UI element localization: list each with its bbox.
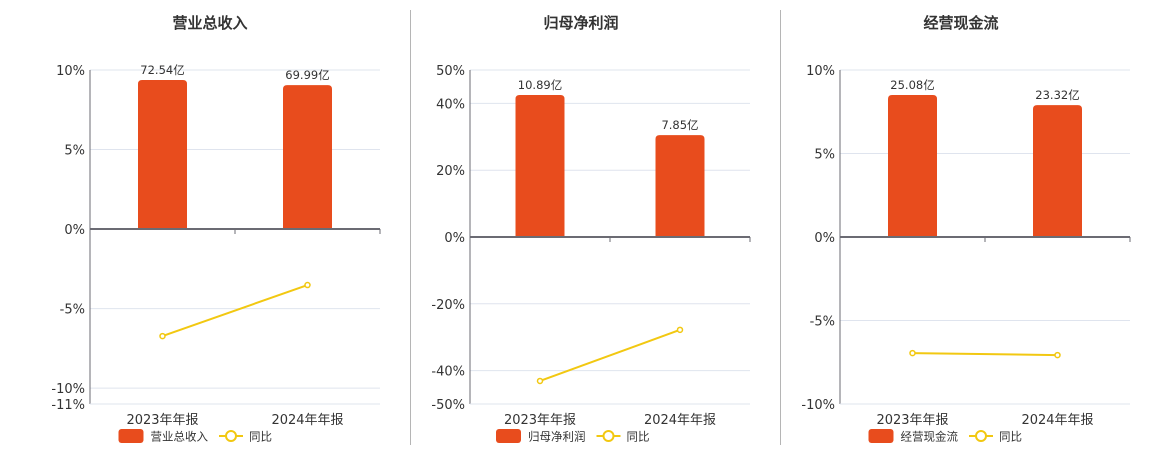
legend: 营业总收入 同比: [118, 429, 272, 444]
legend-bar-swatch[interactable]: [118, 429, 144, 443]
legend-line-marker: [975, 430, 987, 442]
y-tick-label: 40%: [436, 97, 465, 112]
y-tick-label: -20%: [431, 298, 465, 313]
chart-net-profit: 归母净利润 50% 40% 20% 0% -20% -40% -50% 10.89亿 7.85亿 2…: [431, 14, 751, 444]
panel-separator: [780, 10, 781, 445]
yoy-line: [162, 284, 308, 338]
y-tick-label: -5%: [60, 303, 85, 318]
x-category-label: 2023年年报: [504, 413, 576, 428]
yoy-point[interactable]: [909, 349, 916, 357]
y-tick-label: 0%: [814, 231, 835, 246]
legend-line-marker: [225, 430, 237, 442]
legend-line-label[interactable]: 同比: [627, 430, 650, 444]
yoy-point[interactable]: [159, 332, 166, 340]
legend-bar-label[interactable]: 归母净利润: [528, 430, 586, 444]
bar[interactable]: [515, 95, 565, 237]
yoy-point[interactable]: [676, 326, 684, 334]
y-tick-label: -11%: [51, 398, 85, 413]
chart-panel-net-profit: 归母净利润 50% 40% 20% 0% -20% -40% -50% 10.89亿 7.85亿 2…: [411, 0, 781, 450]
bar[interactable]: [888, 95, 937, 237]
legend-bar-swatch[interactable]: [496, 429, 521, 443]
y-tick-label: 0%: [64, 223, 85, 238]
chart-title: 营业总收入: [172, 14, 247, 32]
bar-value-label: 10.89亿: [518, 78, 562, 92]
chart-operating-cashflow: 经营现金流 10% 5% 0% -5% -10% 25.08亿 23.32亿 2023年年报 20…: [801, 14, 1131, 444]
yoy-point[interactable]: [1054, 351, 1061, 359]
x-category-label: 2023年年报: [876, 413, 948, 428]
y-tick-label: -40%: [431, 365, 465, 380]
legend-bar-label[interactable]: 经营现金流: [901, 430, 959, 444]
yoy-point[interactable]: [536, 377, 544, 385]
y-tick-label: -10%: [801, 398, 835, 413]
chart-panel-operating-cashflow: 经营现金流 10% 5% 0% -5% -10% 25.08亿 23.32亿 2023年年报 20…: [781, 0, 1160, 450]
legend-line-label[interactable]: 同比: [999, 430, 1022, 444]
legend-bar-label[interactable]: 营业总收入: [151, 430, 209, 444]
bar-value-label: 25.08亿: [890, 78, 934, 92]
yoy-point[interactable]: [304, 281, 311, 289]
y-tick-label: -50%: [431, 398, 465, 413]
bar[interactable]: [655, 135, 705, 237]
bar[interactable]: [1033, 105, 1082, 237]
bar-value-label: 23.32亿: [1035, 88, 1079, 102]
legend-line-label[interactable]: 同比: [249, 430, 272, 444]
y-tick-label: 10%: [56, 64, 85, 79]
chart-title: 归母净利润: [543, 14, 618, 32]
y-tick-label: 0%: [444, 231, 465, 246]
panel-separator: [410, 10, 411, 445]
y-tick-label: -10%: [51, 382, 85, 397]
bar[interactable]: [283, 85, 332, 230]
x-category-label: 2024年年报: [1021, 413, 1093, 428]
x-category-label: 2024年年报: [644, 413, 716, 428]
legend: 归母净利润 同比: [496, 429, 650, 444]
y-tick-label: 10%: [806, 64, 835, 79]
bar-value-label: 69.99亿: [285, 68, 329, 82]
y-tick-label: 20%: [436, 164, 465, 179]
yoy-line: [912, 352, 1058, 357]
x-category-label: 2024年年报: [271, 413, 343, 428]
y-tick-label: -5%: [810, 315, 835, 330]
bar-value-label: 72.54亿: [140, 63, 184, 77]
legend: 经营现金流 同比: [868, 429, 1022, 444]
y-tick-label: 50%: [436, 64, 465, 79]
chart-panel-revenue: 营业总收入 10% 5% 0% -5% -10% -11% 72.54亿 69.99亿 2023年…: [0, 0, 410, 450]
x-category-label: 2023年年报: [126, 413, 198, 428]
y-tick-label: 5%: [64, 144, 85, 159]
legend-line-marker: [602, 430, 615, 442]
chart-title: 经营现金流: [923, 14, 998, 32]
y-tick-label: 5%: [814, 148, 835, 163]
bar[interactable]: [138, 80, 187, 230]
bar-value-label: 7.85亿: [661, 118, 698, 132]
legend-bar-swatch[interactable]: [868, 429, 894, 443]
yoy-line: [539, 328, 681, 382]
chart-revenue: 营业总收入 10% 5% 0% -5% -10%-11% 72.54亿 69.99亿 2023年…: [51, 14, 381, 444]
